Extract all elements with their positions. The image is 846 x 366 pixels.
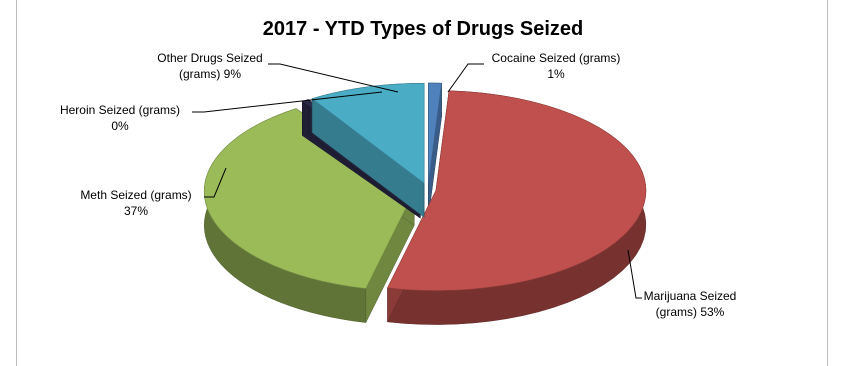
- slice-label-value: 1%: [547, 67, 565, 81]
- leader-line: [268, 63, 399, 93]
- slice-label: Marijuana Seized: [644, 289, 737, 303]
- slice-label-value: (grams) 53%: [656, 305, 725, 319]
- slice-label-value: 37%: [124, 204, 148, 218]
- slice-label: Heroin Seized (grams): [60, 103, 180, 117]
- slice-labels: Cocaine Seized (grams) 1% Marijuana Seized…: [60, 51, 736, 319]
- pie-slice-top: [311, 82, 425, 184]
- leader-line: [192, 91, 383, 113]
- pie-slice-top: [203, 108, 415, 289]
- leader-lines: [192, 63, 642, 299]
- slice-label-value: 0%: [111, 119, 129, 133]
- leader-line: [204, 167, 227, 198]
- slice-label: Cocaine Seized (grams): [492, 51, 621, 65]
- chart-frame: [16, 0, 828, 366]
- pie-slice-top: [428, 82, 442, 184]
- pie-slice: [428, 82, 442, 218]
- pie-slice: [387, 90, 647, 325]
- leader-line: [447, 63, 484, 93]
- pie-slice: [311, 82, 425, 218]
- pie-slices: [203, 82, 647, 325]
- slice-label: Other Drugs Seized: [157, 51, 262, 65]
- chart-title: 2017 - YTD Types of Drugs Seized: [262, 18, 584, 40]
- leader-line: [627, 249, 642, 299]
- slice-label: Meth Seized (grams): [80, 188, 191, 202]
- slice-label-value: (grams) 9%: [179, 67, 241, 81]
- pie-slice-top: [387, 90, 647, 291]
